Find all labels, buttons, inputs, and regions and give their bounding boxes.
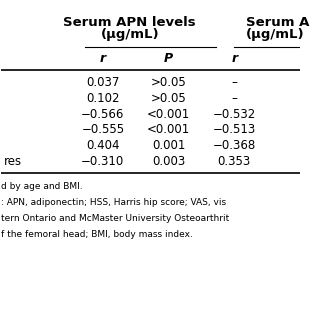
Text: −0.368: −0.368 [212, 139, 256, 152]
Text: >0.05: >0.05 [151, 76, 187, 89]
Text: r: r [100, 52, 106, 65]
Text: tern Ontario and McMaster University Osteoarthrit: tern Ontario and McMaster University Ost… [1, 214, 230, 223]
Text: f the femoral head; BMI, body mass index.: f the femoral head; BMI, body mass index… [1, 230, 193, 239]
Text: (μg/mL): (μg/mL) [246, 28, 305, 41]
Text: −0.532: −0.532 [212, 108, 256, 121]
Text: 0.003: 0.003 [152, 155, 185, 168]
Text: −0.310: −0.310 [81, 155, 124, 168]
Text: 0.001: 0.001 [152, 139, 185, 152]
Text: <0.001: <0.001 [147, 108, 190, 121]
Text: 0.353: 0.353 [218, 155, 251, 168]
Text: >0.05: >0.05 [151, 92, 187, 105]
Text: 0.037: 0.037 [86, 76, 120, 89]
Text: P: P [164, 52, 173, 65]
Text: (μg/mL): (μg/mL) [100, 28, 159, 41]
Text: res: res [4, 155, 22, 168]
Text: d by age and BMI.: d by age and BMI. [1, 182, 83, 191]
Text: : APN, adiponectin; HSS, Harris hip score; VAS, vis: : APN, adiponectin; HSS, Harris hip scor… [1, 198, 227, 207]
Text: 0.102: 0.102 [86, 92, 120, 105]
Text: −0.513: −0.513 [212, 124, 256, 136]
Text: −0.566: −0.566 [81, 108, 124, 121]
Text: Serum A: Serum A [246, 15, 309, 28]
Text: 0.404: 0.404 [86, 139, 120, 152]
Text: –: – [231, 76, 237, 89]
Text: r: r [231, 52, 237, 65]
Text: Serum APN levels: Serum APN levels [63, 15, 196, 28]
Text: −0.555: −0.555 [81, 124, 124, 136]
Text: –: – [231, 92, 237, 105]
Text: <0.001: <0.001 [147, 124, 190, 136]
